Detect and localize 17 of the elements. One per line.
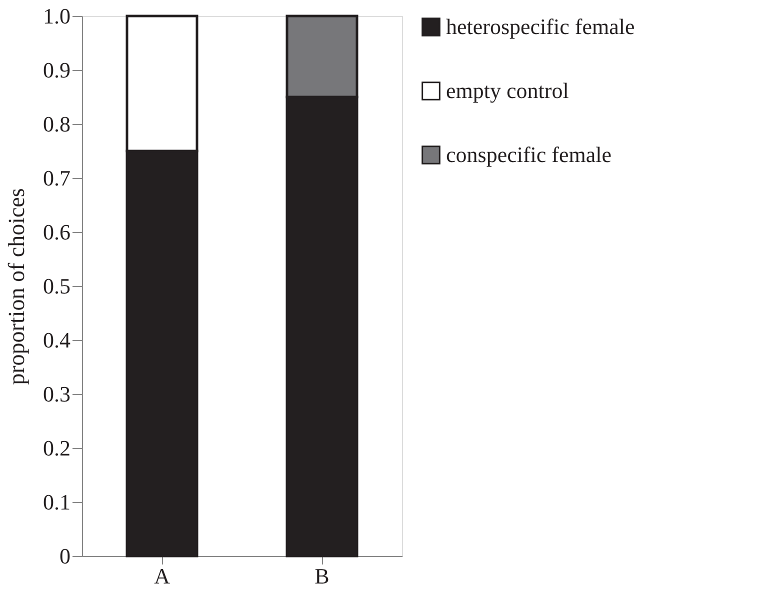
y-tick-label: 0.8 (43, 112, 70, 136)
x-tick-label: A (154, 564, 170, 588)
y-tick-label: 0.1 (43, 490, 70, 514)
legend-label: heterospecific female (446, 14, 635, 39)
y-tick-label: 0.3 (43, 382, 70, 406)
x-tick-label: B (314, 564, 330, 588)
y-tick-label: 0 (60, 544, 70, 568)
y-tick-label: 0.4 (43, 328, 70, 352)
y-tick-label: 1.0 (43, 4, 70, 28)
legend-label: conspecific female (446, 142, 612, 167)
y-tick-label: 0.5 (43, 274, 70, 298)
y-tick-label: 0.2 (43, 436, 70, 460)
y-axis-title: proportion of choices (4, 188, 29, 385)
y-tick-label: 0.7 (43, 166, 70, 190)
legend-label: empty control (446, 78, 569, 103)
y-tick-label: 0.9 (43, 58, 70, 82)
y-tick-label: 0.6 (43, 220, 70, 244)
